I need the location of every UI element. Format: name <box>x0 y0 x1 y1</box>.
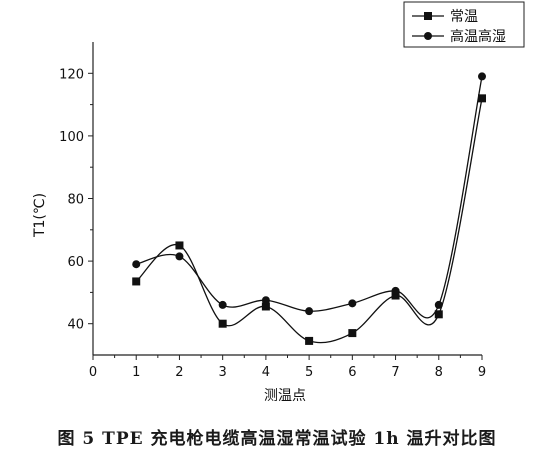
data-point-circle <box>261 296 270 305</box>
data-point-square <box>261 302 270 311</box>
data-point-square <box>132 277 141 286</box>
y-axis-ticks: 40 60 80 100 120 <box>59 67 93 333</box>
data-point-circle <box>434 300 443 309</box>
legend-label-2: 高温高湿 <box>450 28 506 45</box>
data-point-circle <box>305 307 314 316</box>
data-point-circle <box>175 252 184 261</box>
data-point-circle <box>478 72 486 81</box>
data-point-circle <box>132 260 141 269</box>
y-tick-label: 40 <box>67 318 84 333</box>
x-axis-label: 测温点 <box>264 388 306 404</box>
data-point-circle <box>218 300 227 309</box>
x-axis-ticks: 0 1 2 3 4 5 6 7 8 9 <box>89 355 486 380</box>
y-tick-label: 60 <box>67 255 84 270</box>
series-line-1 <box>135 98 483 344</box>
x-tick-label: 1 <box>132 365 140 380</box>
y-tick-label: 100 <box>59 130 84 145</box>
x-tick-label: 2 <box>175 365 183 380</box>
legend: 常温 高温高湿 <box>403 1 525 48</box>
x-tick-label: 4 <box>262 365 270 380</box>
y-tick-label: 120 <box>59 67 84 82</box>
data-point-square <box>434 310 443 319</box>
y-axis-label: T1(℃) <box>32 193 48 238</box>
x-tick-label: 9 <box>478 365 486 380</box>
data-point-square <box>305 336 314 345</box>
data-point-square <box>391 291 400 300</box>
x-tick-label: 5 <box>305 365 313 380</box>
series-layer <box>132 72 486 345</box>
data-point-circle <box>391 286 400 295</box>
data-point-square <box>348 329 357 338</box>
data-point-square <box>478 94 486 103</box>
x-tick-label: 3 <box>219 365 227 380</box>
data-point-square <box>218 319 227 328</box>
legend-label-1: 常温 <box>450 9 478 25</box>
legend-marker-circle <box>424 32 432 40</box>
x-tick-label: 7 <box>391 365 399 380</box>
axes <box>92 42 482 356</box>
series-line-2 <box>136 76 483 319</box>
figure-caption: 图 5 TPE 充电枪电缆高温湿常温试验 1h 温升对比图 <box>57 429 497 449</box>
data-point-circle <box>348 299 357 308</box>
legend-marker-square <box>424 12 432 20</box>
x-tick-label: 6 <box>348 365 356 380</box>
y-tick-label: 80 <box>67 193 84 208</box>
legend-box <box>403 1 525 48</box>
x-tick-label: 0 <box>89 365 97 380</box>
data-point-square <box>175 241 184 250</box>
x-tick-label: 8 <box>435 365 443 380</box>
